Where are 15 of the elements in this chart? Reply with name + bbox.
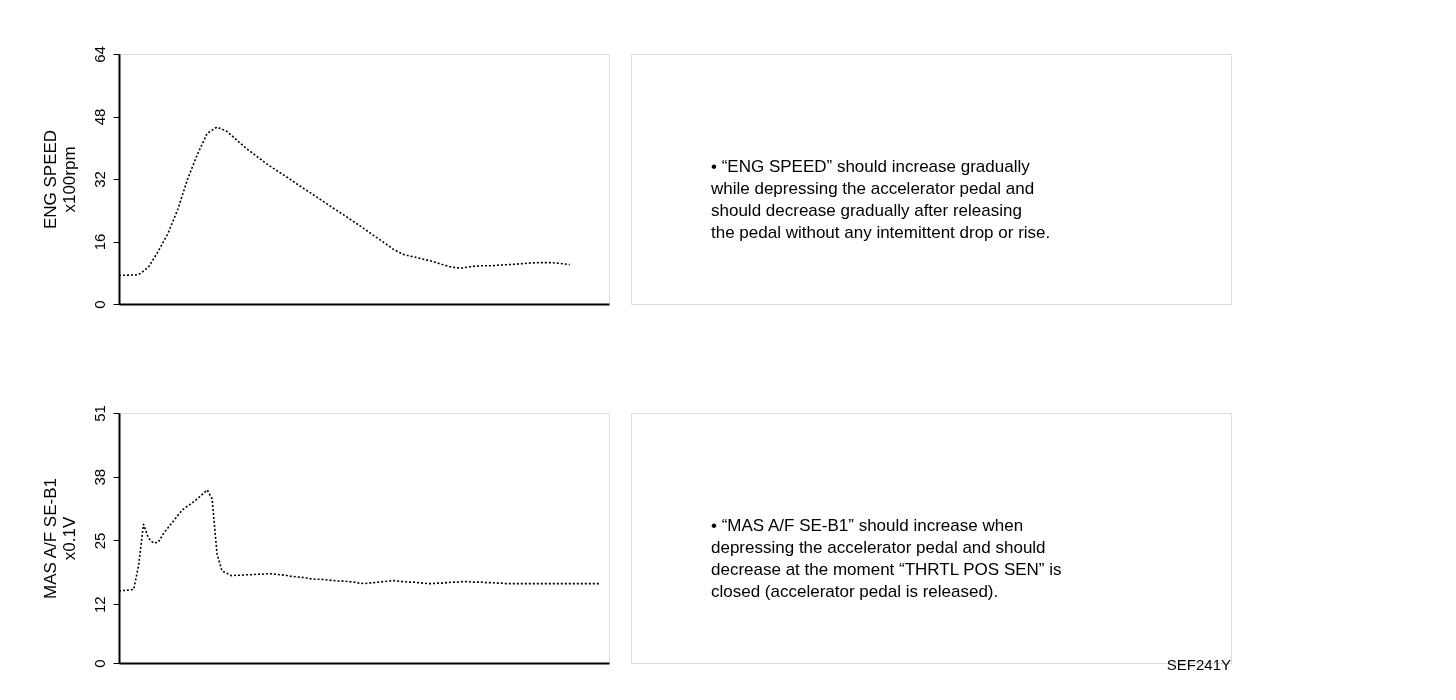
y-tick-label: 25 bbox=[90, 532, 108, 550]
y-tick-label: 0 bbox=[90, 300, 108, 309]
y-tick-label: 64 bbox=[90, 46, 108, 63]
y-tick-label: 0 bbox=[90, 659, 108, 668]
y-axis-title: MAS A/F SE-B1 x0.1V bbox=[40, 478, 79, 599]
text: SEF241Y bbox=[1166, 656, 1231, 673]
y-tick-label: 48 bbox=[90, 108, 108, 126]
y-tick-label: 38 bbox=[90, 468, 108, 486]
y-tick-label: 51 bbox=[90, 405, 108, 422]
text: • “ENG SPEED” should increase gradually while depressing the accelerator pedal and should decrease gradually after releasing the pedal without any intemittent drop or rise. bbox=[710, 156, 1051, 242]
text: • “MAS A/F SE-B1” should increase when depressing the accelerator pedal and should decrease at the moment “THRTL POS SEN” is closed (accelerator pedal is released). bbox=[711, 515, 1062, 601]
y-tick-label: 32 bbox=[90, 171, 108, 188]
y-tick-label: 16 bbox=[90, 233, 108, 251]
y-tick-label: 12 bbox=[90, 596, 108, 614]
y-axis-title: ENG SPEED x100rpm bbox=[40, 129, 79, 230]
